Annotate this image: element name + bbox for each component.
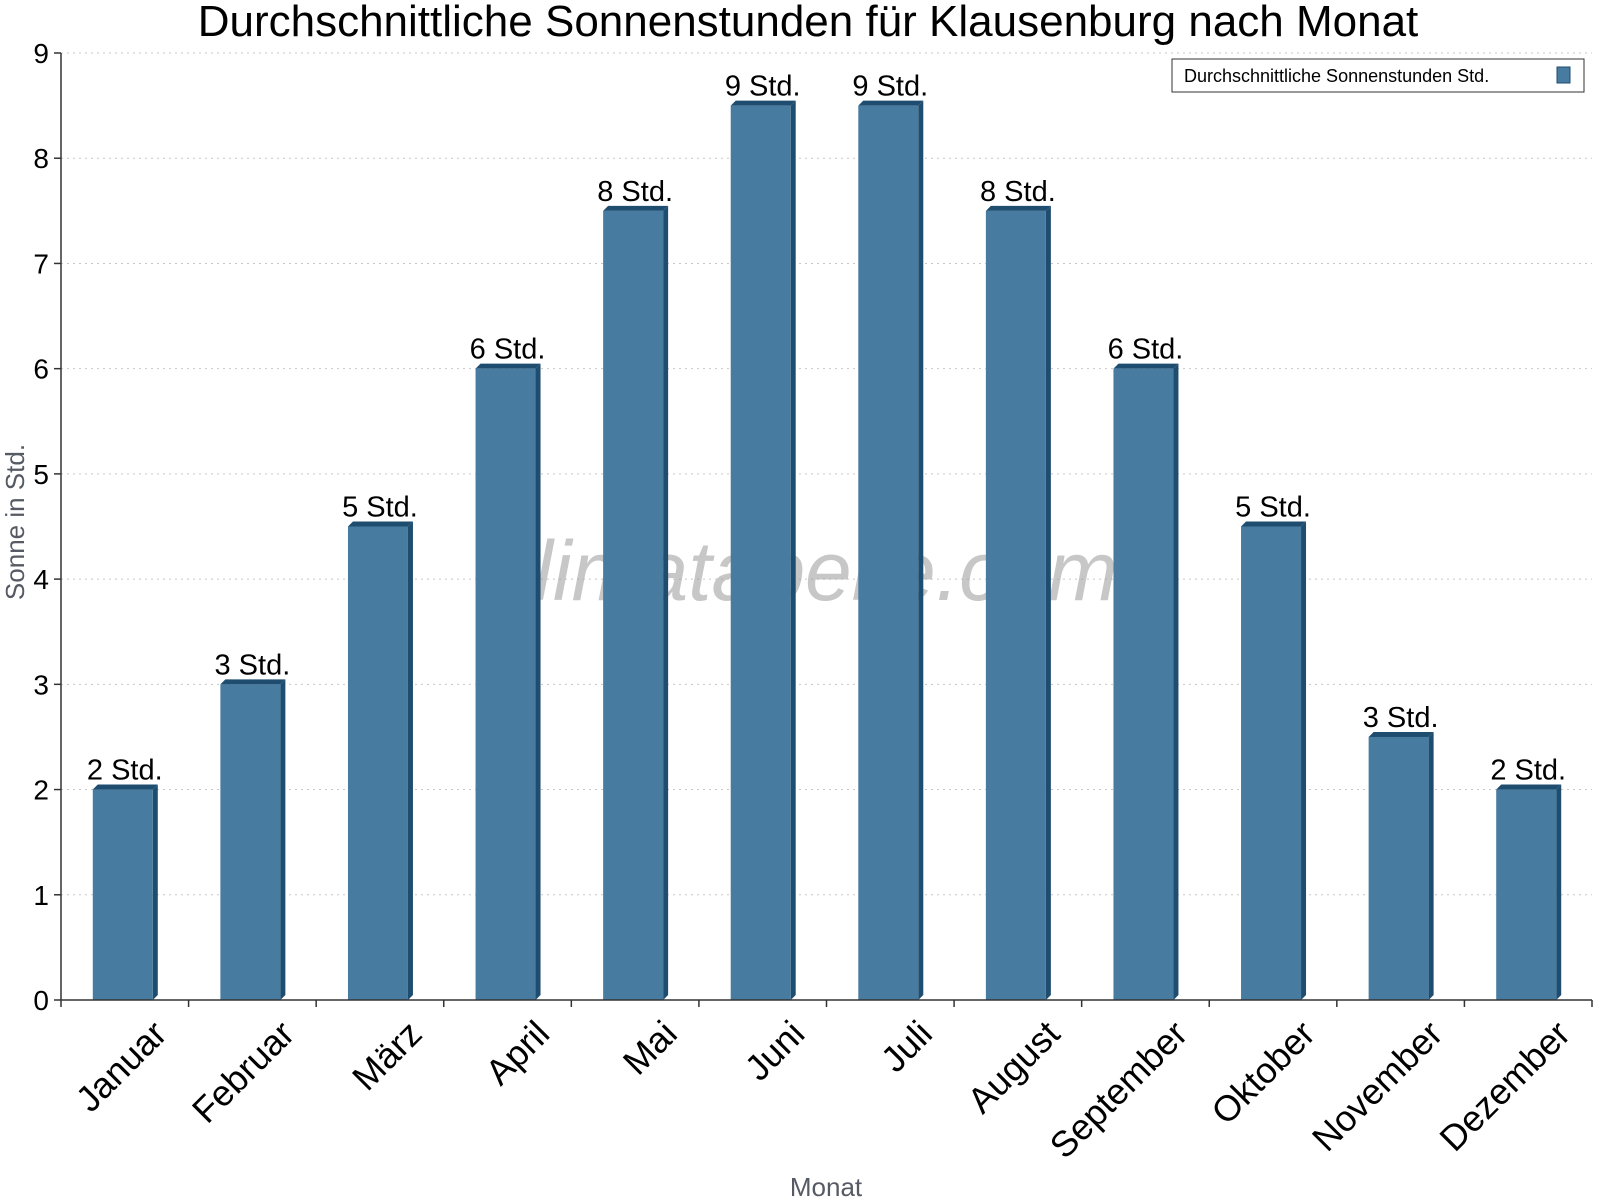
axes: [54, 52, 1593, 1007]
x-tick-label: März: [344, 1013, 430, 1099]
bar-side: [152, 784, 158, 1000]
bar-front: [220, 684, 281, 1000]
y-tick-label: 5: [33, 459, 49, 490]
bar-front: [985, 210, 1046, 1001]
x-tick-label: August: [959, 1013, 1067, 1121]
x-tick-label: Oktober: [1203, 1013, 1323, 1133]
legend-box: [1171, 58, 1585, 93]
bar-top: [475, 363, 541, 369]
data-label: 6 Std.: [470, 334, 546, 366]
bar-top: [858, 100, 924, 106]
x-tick-label: Juni: [737, 1013, 813, 1089]
bar: [347, 521, 413, 1000]
y-tick-label: 2: [33, 775, 49, 806]
bar-side: [1173, 363, 1179, 1001]
bar-side: [1045, 205, 1051, 1001]
bar: [475, 363, 541, 1001]
bar: [220, 679, 286, 1000]
bar-top: [1241, 521, 1307, 527]
chart-title: Durchschnittliche Sonnenstunden für Klau…: [198, 0, 1419, 46]
bar: [1113, 363, 1179, 1001]
y-axis-label: Sonne in Std.: [0, 444, 30, 600]
bar-front: [475, 368, 536, 1001]
data-labels: 2 Std. 3 Std. 5 Std. 6 Std. 8 Std. 9 Std. 9 St…: [87, 71, 1566, 787]
bar-front: [603, 210, 664, 1001]
bar-front: [1241, 526, 1302, 1000]
bar-top: [1496, 784, 1562, 790]
bar-side: [918, 100, 924, 1001]
data-label: 6 Std.: [1108, 334, 1184, 366]
data-label: 8 Std.: [980, 176, 1056, 208]
y-tick-label: 8: [33, 143, 49, 174]
x-tick-label: November: [1304, 1013, 1450, 1159]
y-tick-label: 9: [33, 38, 49, 69]
x-tick-label: Juli: [873, 1013, 940, 1080]
bar-top: [220, 679, 286, 685]
gridlines: [61, 52, 1592, 896]
data-label: 8 Std.: [597, 176, 673, 208]
x-tick-label: Dezember: [1431, 1013, 1577, 1159]
bar-top: [603, 205, 669, 211]
x-axis-label: Monat: [790, 1172, 863, 1200]
y-tick-label: 3: [33, 669, 49, 700]
bar-side: [790, 100, 796, 1001]
bar-front: [858, 105, 919, 1001]
data-label: 9 Std.: [852, 71, 928, 103]
bar: [730, 100, 796, 1001]
bar: [985, 205, 1051, 1001]
legend: Durchschnittliche Sonnenstunden Std.: [1171, 58, 1585, 93]
bar: [1496, 784, 1562, 1000]
bar: [1241, 521, 1307, 1000]
bar-top: [347, 521, 413, 527]
bar: [92, 784, 158, 1000]
data-label: 3 Std.: [214, 649, 290, 681]
bar: [603, 205, 669, 1001]
bar-top: [730, 100, 796, 106]
bar-top: [985, 205, 1051, 211]
y-tick-label: 0: [33, 985, 49, 1016]
bar-side: [407, 521, 413, 1000]
bar-front: [347, 526, 408, 1000]
data-label: 5 Std.: [342, 492, 418, 524]
bar-side: [1428, 731, 1434, 1000]
bar-side: [1301, 521, 1307, 1000]
data-label: 5 Std.: [1235, 492, 1311, 524]
y-tick-label: 7: [33, 248, 49, 279]
bar-front: [730, 105, 791, 1001]
bar-front: [1113, 368, 1174, 1001]
x-tick-label: September: [1042, 1013, 1196, 1167]
bar-side: [663, 205, 669, 1001]
x-tick-label: Februar: [184, 1013, 302, 1131]
y-tick-label: 1: [33, 880, 49, 911]
bar-side: [1556, 784, 1562, 1000]
bar-front: [1368, 736, 1429, 1000]
data-label: 3 Std.: [1363, 702, 1439, 734]
bar-top: [92, 784, 158, 790]
bar-front: [92, 789, 153, 1000]
bar-top: [1113, 363, 1179, 369]
data-label: 9 Std.: [725, 71, 801, 103]
x-tick-label: April: [477, 1013, 557, 1093]
bar-side: [535, 363, 541, 1001]
y-tick-label: 4: [33, 564, 49, 595]
bar: [858, 100, 924, 1001]
legend-swatch: [1556, 66, 1571, 84]
x-tick-label: Januar: [68, 1013, 175, 1120]
x-tick-label: Mai: [615, 1013, 685, 1083]
bar: [1368, 731, 1434, 1000]
bar-front: [1496, 789, 1557, 1000]
legend-entry-label: Durchschnittliche Sonnenstunden Std.: [1184, 66, 1489, 86]
bars: [92, 100, 1562, 1001]
bar-side: [280, 679, 286, 1000]
y-tick-label: 6: [33, 354, 49, 385]
data-label: 2 Std.: [87, 755, 163, 787]
bar-top: [1368, 731, 1434, 737]
data-label: 2 Std.: [1490, 755, 1566, 787]
